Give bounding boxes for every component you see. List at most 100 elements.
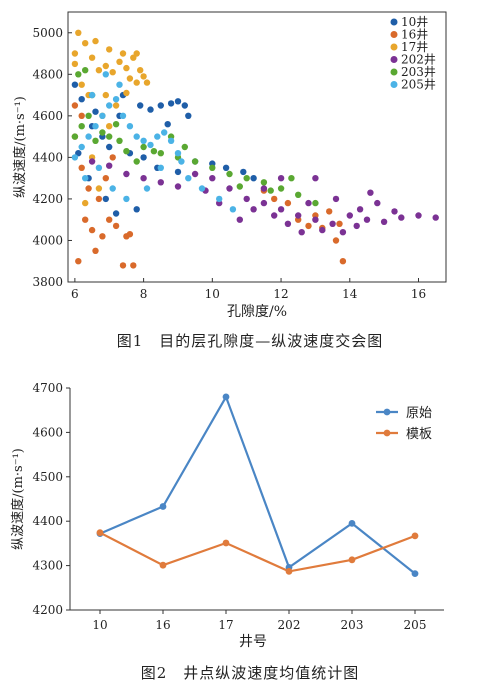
scatter-point bbox=[102, 62, 110, 70]
scatter-point bbox=[130, 262, 137, 269]
scatter-point bbox=[133, 206, 140, 213]
scatter-point bbox=[298, 229, 305, 236]
y-axis-label: 纵波速度/(m·s⁻¹) bbox=[12, 96, 28, 198]
x-axis-label: 井号 bbox=[239, 634, 267, 650]
scatter-point bbox=[250, 175, 257, 182]
scatter-point bbox=[181, 143, 188, 151]
scatter-point bbox=[92, 137, 99, 144]
scatter-point bbox=[109, 154, 116, 161]
scatter-point bbox=[150, 148, 158, 155]
scatter-point bbox=[137, 67, 144, 74]
scatter-point bbox=[140, 175, 147, 182]
scatter-point bbox=[102, 175, 110, 182]
scatter-point bbox=[226, 185, 233, 192]
y-tick-label: 4000 bbox=[32, 233, 63, 247]
scatter-point bbox=[85, 185, 92, 192]
scatter-point bbox=[374, 199, 381, 207]
x-tick-label: 8 bbox=[140, 287, 148, 301]
scatter-point bbox=[312, 216, 319, 223]
scatter-point bbox=[332, 195, 340, 203]
scatter-point bbox=[143, 185, 151, 192]
scatter-point bbox=[277, 185, 285, 192]
scatter-point bbox=[185, 175, 192, 182]
scatter-point bbox=[198, 185, 206, 192]
scatter-point bbox=[99, 233, 106, 240]
scatter-point bbox=[209, 164, 216, 171]
scatter-point bbox=[82, 199, 89, 207]
scatter-point bbox=[305, 199, 312, 207]
scatter-point bbox=[71, 133, 79, 140]
scatter-point bbox=[329, 220, 336, 227]
scatter-point bbox=[312, 175, 319, 182]
x-tick-label: 203 bbox=[341, 618, 364, 632]
scatter-point bbox=[95, 195, 103, 203]
y-tick-label: 4800 bbox=[32, 67, 63, 81]
scatter-point bbox=[102, 91, 110, 99]
scatter-point bbox=[277, 175, 285, 182]
scatter-point bbox=[178, 158, 185, 165]
scatter-point bbox=[260, 185, 268, 192]
scatter-point bbox=[82, 40, 89, 47]
x-tick-label: 10 bbox=[92, 618, 107, 632]
scatter-point bbox=[92, 123, 99, 130]
scatter-point bbox=[271, 212, 278, 219]
y-tick-label: 4500 bbox=[32, 470, 63, 484]
legend-marker bbox=[383, 408, 391, 416]
scatter-point bbox=[332, 237, 340, 244]
series-point bbox=[411, 532, 419, 540]
series-point bbox=[159, 561, 167, 569]
scatter-point bbox=[82, 216, 89, 223]
y-tick-label: 4400 bbox=[32, 150, 63, 164]
x-tick-label: 17 bbox=[218, 618, 233, 632]
scatter-point bbox=[109, 69, 116, 76]
scatter-point bbox=[356, 206, 364, 213]
scatter-point bbox=[167, 100, 175, 107]
x-tick-label: 10 bbox=[205, 287, 220, 301]
scatter-point bbox=[174, 183, 182, 190]
y-tick-label: 5000 bbox=[32, 26, 63, 40]
x-tick-label: 16 bbox=[155, 618, 170, 632]
legend-marker bbox=[390, 68, 398, 76]
scatter-point bbox=[95, 67, 103, 74]
scatter-point bbox=[140, 73, 147, 80]
series-point bbox=[159, 503, 167, 510]
y-tick-label: 4600 bbox=[32, 425, 63, 439]
scatter-point bbox=[123, 148, 130, 155]
scatter-point bbox=[106, 133, 113, 140]
scatter-point bbox=[432, 214, 439, 221]
scatter-point bbox=[137, 102, 144, 109]
legend-marker bbox=[383, 429, 391, 437]
scatter-point bbox=[236, 183, 243, 190]
scatter-point bbox=[284, 220, 292, 227]
scatter-point bbox=[106, 123, 113, 130]
scatter-point bbox=[240, 168, 247, 176]
y-tick-label: 4600 bbox=[32, 109, 63, 123]
series-line bbox=[99, 531, 416, 573]
scatter-point bbox=[88, 54, 96, 61]
scatter-point bbox=[380, 218, 388, 225]
scatter-point bbox=[112, 222, 120, 230]
scatter-point bbox=[106, 143, 113, 151]
scatter-point bbox=[78, 112, 85, 120]
scatter-point bbox=[75, 258, 82, 265]
x-tick-label: 6 bbox=[71, 287, 79, 301]
scatter-point bbox=[147, 106, 154, 113]
scatter-point bbox=[112, 210, 120, 217]
scatter-point bbox=[191, 170, 199, 178]
scatter-point bbox=[174, 168, 182, 176]
scatter-point bbox=[106, 46, 113, 53]
scatter-chart: 3800 4000 4200 4400 4600 4800 5000 6 8 10 12 14 16 1… bbox=[12, 11, 447, 320]
scatter-point bbox=[112, 121, 120, 128]
scatter-point bbox=[92, 247, 99, 254]
scatter-point bbox=[154, 133, 161, 140]
legend-label: 203井 bbox=[401, 65, 436, 79]
scatter-point bbox=[260, 179, 268, 186]
scatter-point bbox=[88, 226, 96, 234]
scatter-point bbox=[119, 50, 127, 57]
scatter-point bbox=[75, 71, 82, 78]
series-point bbox=[96, 529, 104, 537]
scatter-point bbox=[92, 37, 99, 45]
scatter-point bbox=[82, 67, 89, 74]
scatter-point bbox=[398, 214, 405, 221]
scatter-point bbox=[157, 164, 164, 171]
